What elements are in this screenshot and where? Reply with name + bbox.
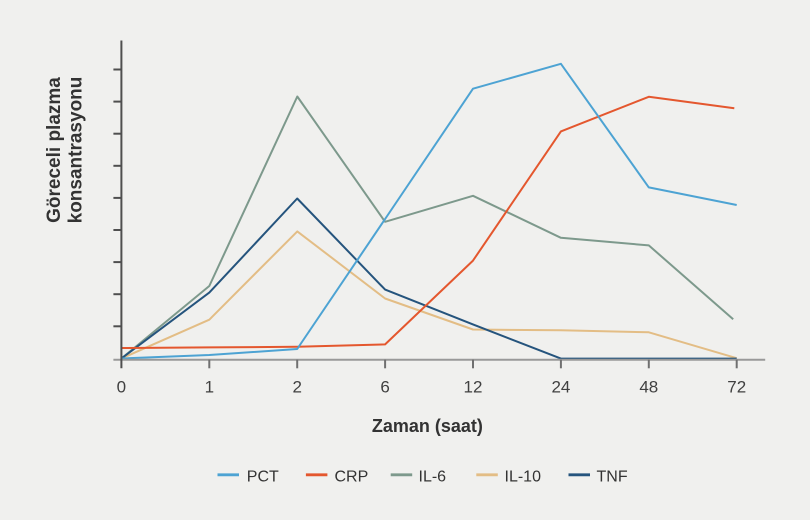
svg-text:konsantrasyonu: konsantrasyonu: [66, 77, 87, 224]
svg-text:12: 12: [464, 378, 483, 397]
svg-text:CRP: CRP: [335, 468, 369, 485]
svg-text:1: 1: [205, 378, 214, 397]
svg-text:2: 2: [292, 378, 301, 397]
svg-text:Göreceli plazma: Göreceli plazma: [44, 77, 65, 223]
svg-text:IL-6: IL-6: [419, 468, 447, 485]
svg-text:72: 72: [727, 378, 746, 397]
svg-text:TNF: TNF: [597, 468, 628, 485]
svg-text:0: 0: [117, 378, 126, 397]
svg-text:IL-10: IL-10: [505, 468, 542, 485]
svg-text:48: 48: [639, 378, 658, 397]
svg-text:PCT: PCT: [247, 468, 279, 485]
svg-text:Zaman (saat): Zaman (saat): [372, 416, 483, 436]
svg-text:24: 24: [551, 378, 570, 397]
svg-text:6: 6: [380, 378, 389, 397]
